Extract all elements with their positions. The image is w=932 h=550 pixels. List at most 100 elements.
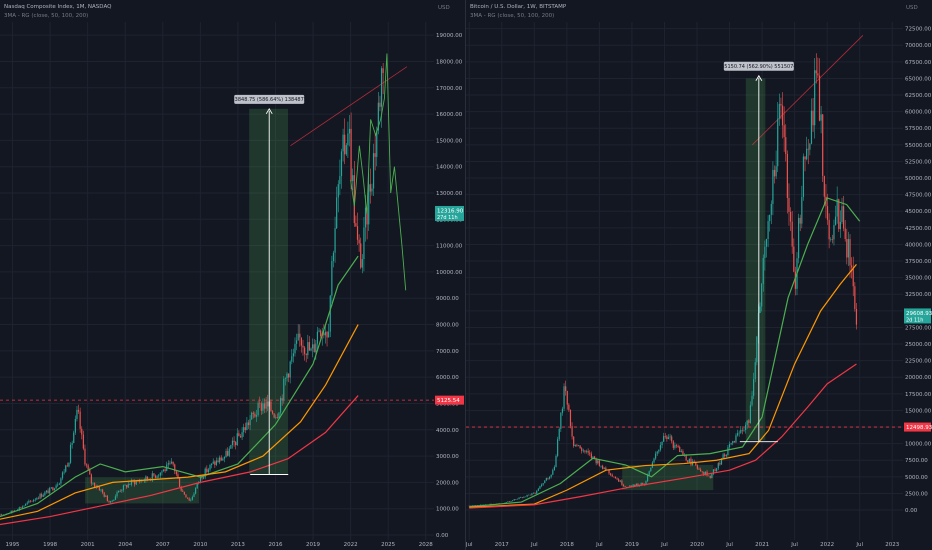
nasdaq-candle-body-209 bbox=[334, 228, 336, 253]
bitcoin-candle-body-42 bbox=[536, 490, 538, 494]
nasdaq-candle-body-239 bbox=[382, 68, 384, 74]
bitcoin-candle-body-191 bbox=[775, 166, 777, 177]
nasdaq-y-tick-16: 16000.00 bbox=[436, 112, 463, 118]
bitcoin-candle-body-160 bbox=[725, 455, 727, 457]
nasdaq-candle-body-40 bbox=[63, 471, 65, 473]
nasdaq-candle-body-16 bbox=[25, 503, 27, 506]
bitcoin-candle-body-195 bbox=[781, 105, 784, 126]
bitcoin-candle-body-118 bbox=[658, 449, 660, 452]
bitcoin-candle-body-93 bbox=[618, 479, 620, 482]
nasdaq-candle-body-139 bbox=[222, 458, 224, 461]
nasdaq-candle-body-218 bbox=[348, 128, 351, 134]
nasdaq-candle-body-211 bbox=[337, 184, 339, 198]
nasdaq-y-tick-13: 13000.00 bbox=[436, 191, 463, 197]
nasdaq-measure-label-bg bbox=[234, 94, 305, 104]
nasdaq-candle-body-129 bbox=[206, 468, 208, 473]
nasdaq-candle-body-226 bbox=[361, 259, 363, 268]
bitcoin-y-tick-16: 40000.00 bbox=[905, 242, 932, 248]
nasdaq-candle-body-229 bbox=[366, 207, 368, 225]
nasdaq-candle-body-96 bbox=[153, 473, 155, 476]
bitcoin-candle-body-198 bbox=[786, 153, 788, 198]
nasdaq-candle-body-138 bbox=[220, 457, 222, 461]
nasdaq-y-tick-10: 10000.00 bbox=[436, 270, 463, 276]
nasdaq-candle-body-33 bbox=[52, 487, 54, 491]
bitcoin-candle-body-230 bbox=[838, 199, 840, 230]
nasdaq-candle-body-176 bbox=[281, 398, 283, 401]
bitcoin-candle-body-74 bbox=[587, 450, 589, 453]
bitcoin-y-tick-21: 52500.00 bbox=[905, 159, 932, 165]
bitcoin-candle-body-52 bbox=[552, 470, 554, 475]
nasdaq-candle-body-181 bbox=[289, 361, 291, 378]
bitcoin-candle-body-145 bbox=[701, 471, 703, 473]
bitcoin-candle-body-172 bbox=[744, 424, 747, 431]
nasdaq-candle-body-53 bbox=[84, 448, 86, 465]
nasdaq-price-badge-label: 12316.90 bbox=[437, 208, 464, 214]
bitcoin-candle-body-117 bbox=[656, 451, 658, 454]
bitcoin-candle-body-31 bbox=[518, 497, 520, 499]
nasdaq-candle-body-32 bbox=[50, 487, 52, 488]
nasdaq-chart-pane[interactable]: 13848.75 (586.64%) 1384875 0.00 1000.00 200… bbox=[0, 22, 464, 548]
nasdaq-candle-body-58 bbox=[92, 482, 94, 484]
bitcoin-candle-body-225 bbox=[830, 239, 832, 240]
bitcoin-candle-body-25 bbox=[508, 501, 511, 503]
nasdaq-candle-body-88 bbox=[140, 480, 142, 482]
nasdaq-candle-body-90 bbox=[143, 480, 145, 482]
nasdaq-y-tick-9: 9000.00 bbox=[436, 296, 459, 302]
bitcoin-x-tick-0: Jul bbox=[465, 542, 473, 548]
nasdaq-candle-body-203 bbox=[324, 331, 327, 336]
bitcoin-candle-body-215 bbox=[814, 70, 816, 126]
nasdaq-candle-body-35 bbox=[55, 485, 57, 489]
bitcoin-candle-body-203 bbox=[794, 271, 796, 289]
bitcoin-candle-body-57 bbox=[560, 412, 562, 429]
bitcoin-candle-body-71 bbox=[582, 450, 584, 452]
bitcoin-candle-body-80 bbox=[597, 460, 599, 464]
bitcoin-candle-body-189 bbox=[772, 169, 774, 204]
bitcoin-candle-body-82 bbox=[600, 465, 602, 467]
nasdaq-candle-body-128 bbox=[204, 468, 206, 478]
nasdaq-candle-body-228 bbox=[364, 207, 367, 228]
bitcoin-candle-body-194 bbox=[780, 103, 782, 106]
bitcoin-candle-body-95 bbox=[621, 480, 623, 485]
nasdaq-y-tick-18: 18000.00 bbox=[436, 59, 463, 65]
bitcoin-candle-body-68 bbox=[577, 445, 580, 446]
bitcoin-candle-body-154 bbox=[716, 468, 718, 472]
nasdaq-candle-body-106 bbox=[169, 463, 171, 464]
bitcoin-candle-body-238 bbox=[851, 265, 853, 268]
nasdaq-candle-body-86 bbox=[137, 480, 139, 482]
nasdaq-candle-body-157 bbox=[251, 412, 253, 420]
nasdaq-candle-body-76 bbox=[121, 490, 123, 492]
bitcoin-candle-body-79 bbox=[595, 459, 597, 464]
nasdaq-candle-body-72 bbox=[114, 496, 117, 500]
bitcoin-candle-body-45 bbox=[540, 484, 543, 487]
nasdaq-candle-body-124 bbox=[198, 481, 200, 483]
nasdaq-candle-body-184 bbox=[294, 343, 296, 354]
nasdaq-ma-line-1 bbox=[0, 324, 359, 520]
nasdaq-level-badge-label: 5125.54 bbox=[437, 398, 460, 404]
bitcoin-candle-body-168 bbox=[738, 432, 740, 434]
bitcoin-candle-body-91 bbox=[614, 476, 617, 479]
bitcoin-x-tick-11: 2022 bbox=[820, 542, 834, 548]
nasdaq-candle-body-44 bbox=[69, 444, 72, 463]
bitcoin-chart-pane[interactable]: 55150.74 (562.90%) 5515074 0.00 2500.00 500… bbox=[465, 22, 932, 548]
nasdaq-candle-body-137 bbox=[219, 457, 221, 463]
bitcoin-y-tick-24: 60000.00 bbox=[905, 110, 932, 116]
bitcoin-candle-body-35 bbox=[524, 496, 527, 498]
bitcoin-candle-body-212 bbox=[809, 143, 811, 150]
nasdaq-candle-body-113 bbox=[180, 486, 182, 491]
nasdaq-candle-body-171 bbox=[273, 413, 275, 418]
bitcoin-x-tick-3: 2018 bbox=[560, 542, 574, 548]
bitcoin-candle-body-88 bbox=[610, 473, 612, 475]
nasdaq-candle-body-62 bbox=[98, 487, 100, 491]
nasdaq-candle-body-163 bbox=[260, 403, 262, 411]
nasdaq-candle-body-169 bbox=[270, 401, 272, 412]
nasdaq-y-tick-3: 3000.00 bbox=[436, 454, 459, 460]
nasdaq-candle-body-205 bbox=[328, 331, 330, 338]
nasdaq-candle-body-87 bbox=[138, 480, 141, 482]
bitcoin-candle-body-43 bbox=[537, 488, 539, 491]
bitcoin-y-tick-3: 7500.00 bbox=[905, 458, 928, 464]
bitcoin-candle-body-211 bbox=[807, 148, 809, 150]
bitcoin-candle-body-178 bbox=[754, 362, 756, 380]
nasdaq-candle-body-133 bbox=[212, 461, 214, 464]
nasdaq-candle-body-95 bbox=[151, 473, 153, 481]
